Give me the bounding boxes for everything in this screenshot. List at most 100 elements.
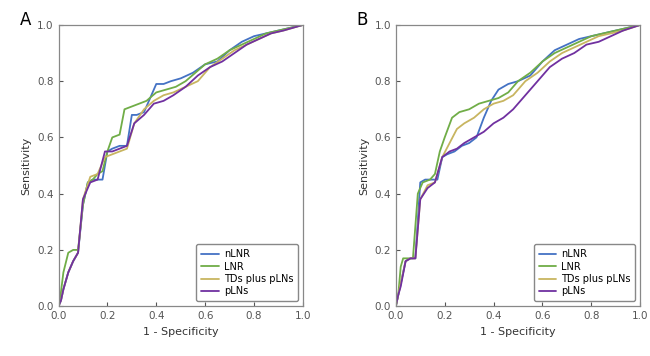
LNR — [192, 70, 200, 75]
nLNR — [103, 150, 111, 154]
pLNs — [417, 197, 424, 201]
TDs plus pLNs — [607, 31, 615, 36]
TDs plus pLNs — [255, 37, 263, 41]
TDs plus pLNs — [438, 155, 446, 159]
nLNR — [473, 135, 480, 140]
nLNR — [428, 177, 436, 182]
nLNR — [57, 298, 65, 303]
nLNR — [152, 82, 160, 86]
pLNs — [94, 177, 101, 182]
pLNs — [546, 65, 554, 69]
LNR — [116, 132, 124, 137]
TDs plus pLNs — [446, 141, 454, 145]
Legend: nLNR, LNR, TDs plus pLNs, pLNs: nLNR, LNR, TDs plus pLNs, pLNs — [534, 244, 636, 301]
TDs plus pLNs — [60, 287, 68, 292]
nLNR — [551, 48, 558, 52]
pLNs — [131, 121, 138, 126]
TDs plus pLNs — [206, 65, 214, 69]
pLNs — [74, 251, 82, 255]
pLNs — [243, 42, 251, 47]
LNR — [172, 85, 180, 89]
pLNs — [60, 287, 68, 292]
LNR — [409, 256, 417, 261]
nLNR — [526, 73, 534, 78]
LNR — [624, 26, 632, 30]
TDs plus pLNs — [170, 90, 177, 95]
pLNs — [123, 144, 131, 148]
TDs plus pLNs — [546, 59, 554, 64]
Line: nLNR: nLNR — [58, 25, 303, 306]
LNR — [121, 107, 129, 111]
LNR — [414, 192, 422, 196]
LNR — [162, 88, 170, 92]
LNR — [99, 169, 107, 173]
nLNR — [99, 177, 107, 182]
LNR — [485, 99, 493, 103]
pLNs — [521, 93, 529, 98]
TDs plus pLNs — [521, 79, 529, 83]
pLNs — [170, 93, 177, 98]
pLNs — [619, 28, 627, 33]
nLNR — [434, 177, 441, 182]
pLNs — [411, 256, 419, 261]
pLNs — [595, 40, 603, 44]
LNR — [612, 28, 619, 33]
TDs plus pLNs — [70, 259, 77, 263]
TDs plus pLNs — [109, 152, 116, 156]
pLNs — [218, 59, 226, 64]
LNR — [448, 116, 456, 120]
LNR — [213, 57, 221, 61]
TDs plus pLNs — [101, 155, 109, 159]
pLNs — [395, 293, 402, 297]
X-axis label: 1 - Specificity: 1 - Specificity — [480, 326, 556, 336]
TDs plus pLNs — [582, 40, 590, 44]
nLNR — [274, 28, 282, 33]
pLNs — [116, 147, 124, 151]
Line: TDs plus pLNs: TDs plus pLNs — [58, 25, 303, 306]
nLNR — [189, 70, 197, 75]
pLNs — [431, 180, 439, 184]
LNR — [84, 180, 92, 184]
LNR — [74, 248, 82, 252]
nLNR — [89, 177, 97, 182]
nLNR — [226, 48, 233, 52]
TDs plus pLNs — [453, 127, 461, 131]
LNR — [396, 265, 404, 269]
pLNs — [509, 107, 517, 111]
LNR — [226, 48, 233, 52]
nLNR — [84, 180, 92, 184]
LNR — [426, 177, 434, 182]
LNR — [299, 23, 307, 27]
TDs plus pLNs — [150, 99, 158, 103]
TDs plus pLNs — [182, 85, 190, 89]
TDs plus pLNs — [417, 197, 424, 201]
pLNs — [86, 180, 94, 184]
nLNR — [213, 59, 221, 64]
LNR — [419, 180, 426, 184]
LNR — [404, 256, 412, 261]
LNR — [135, 101, 143, 106]
LNR — [55, 304, 62, 308]
Text: B: B — [357, 11, 368, 29]
TDs plus pLNs — [79, 197, 87, 201]
LNR — [436, 150, 444, 154]
nLNR — [458, 144, 465, 148]
pLNs — [392, 304, 400, 308]
Line: LNR: LNR — [58, 25, 303, 306]
pLNs — [438, 155, 446, 159]
nLNR — [79, 203, 87, 207]
nLNR — [488, 99, 495, 103]
LNR — [514, 79, 522, 83]
TDs plus pLNs — [86, 175, 94, 179]
nLNR — [148, 93, 155, 98]
LNR — [142, 99, 150, 103]
nLNR — [70, 259, 77, 263]
TDs plus pLNs — [64, 270, 72, 274]
nLNR — [480, 116, 488, 120]
nLNR — [636, 23, 644, 27]
Line: TDs plus pLNs: TDs plus pLNs — [396, 25, 640, 306]
TDs plus pLNs — [402, 259, 410, 263]
TDs plus pLNs — [396, 282, 404, 286]
TDs plus pLNs — [480, 107, 488, 111]
pLNs — [407, 256, 415, 261]
